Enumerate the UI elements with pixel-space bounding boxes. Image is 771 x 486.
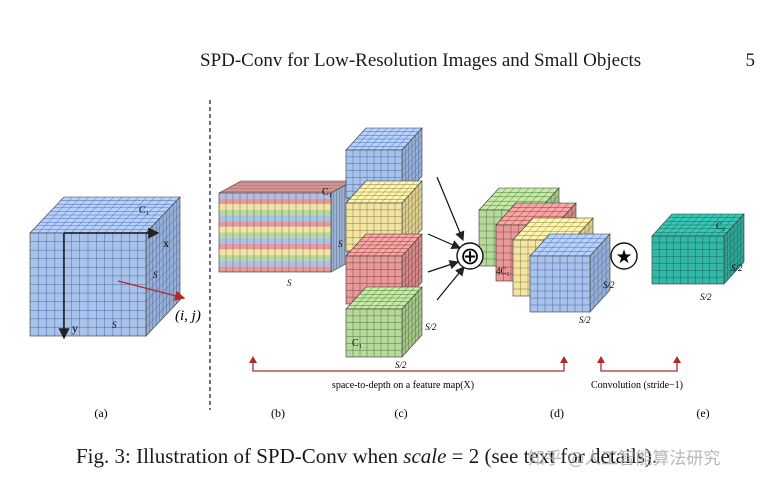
cube-grid-lines [530,233,611,312]
subfig-label-b: (b) [271,406,285,420]
conv-operator-symbol: ★ [615,247,632,268]
conv-bracket [600,359,678,372]
y-axis-label: y [72,321,78,335]
cube-grid-lines [652,213,745,284]
figure-caption: Fig. 3: Illustration of SPD-Conv when sc… [76,444,766,472]
panel-a-s-bottom-label: S [112,320,117,330]
subfig-label-d: (d) [550,406,564,420]
sub-map-green [345,286,423,358]
panel-c-bottom-label: S/2 [395,360,407,370]
conv-operator-circle [610,242,638,270]
panel-e-bottom-label: S/2 [700,292,712,302]
panel-b-s-bottom-label: S [287,278,292,288]
concat-operator-symbol: ⊕ [460,244,480,270]
running-title: SPD-Conv for Low-Resolution Images and S… [200,50,642,71]
spd-bracket-arrowhead-left [249,356,257,363]
cube-grid-lines [221,182,351,272]
panel-a-c1-label: C₁ [139,205,149,216]
x-axis-label: x [163,236,169,250]
pixel-coordinate-label: (i, j) [175,308,201,324]
arrow-yellow-to-concat [427,233,462,250]
arrow-blue-to-concat [436,176,465,242]
panel-e-c2-label: C₂ [716,221,725,231]
panel-a-s-right-label: S [153,270,158,280]
panel-d-4c1-label: 4C₁ [496,266,510,276]
subfig-label-e: (e) [696,406,709,420]
arrow-green-to-concat [436,266,465,301]
concat-slab-blue [529,233,611,313]
concat-operator-circle [456,242,484,270]
spd-label: space-to-depth on a feature map(X) [332,380,474,391]
caption-prefix: Fig. 3: Illustration of SPD-Conv when [76,444,404,468]
conv-bracket-arrowhead-right [673,356,681,363]
striped-feature-cube [218,180,354,273]
panel-e-side-label: S/2 [731,263,743,273]
running-header: SPD-Conv for Low-Resolution Images and S… [200,50,755,74]
spd-bracket [252,359,565,372]
cube-grid-lines [30,196,181,336]
input-feature-cube [29,196,181,337]
conv-bracket-arrowhead-left [597,356,605,363]
panel-d-bottom-label: S/2 [579,315,591,325]
spd-conv-figure: C₁ x y S S (i, j) C₁ S S S/2 C₁ S/2 ⊕ 4C… [29,100,745,420]
subfig-label-a: (a) [94,406,107,420]
spd-bracket-arrowhead-right [560,356,568,363]
arrow-red-to-concat [427,260,460,273]
output-feature-cube [651,213,745,285]
panel-c-side-label: S/2 [425,322,437,332]
conv-label: Convolution (stride−1) [591,380,683,391]
pixel-pointer-arrow [117,280,186,301]
caption-suffix: = 2 (see text for details). [446,444,658,468]
subfig-label-c: (c) [394,406,407,420]
cube-grid-lines [346,286,423,357]
panel-b-s-left-label: S [338,239,343,249]
panel-b-c1-label: C₁ [322,187,332,198]
panel-c-c1-label: C₁ [352,338,362,349]
panel-d-side-label: S/2 [603,280,615,290]
caption-math-var: scale [403,444,447,468]
sub-map-red [345,233,423,305]
watermark-text: 知乎 @人工智能算法研究 [528,449,721,469]
page-number: 5 [745,50,756,71]
